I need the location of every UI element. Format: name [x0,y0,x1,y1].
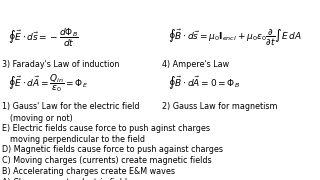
Text: 3) Faraday's Law of induction: 3) Faraday's Law of induction [2,60,119,69]
Text: 1) Gauss' Law for the electric field: 1) Gauss' Law for the electric field [2,102,140,111]
Text: B) Accelerating charges create E&M waves: B) Accelerating charges create E&M waves [2,167,175,176]
Text: $\oint \vec{B} \cdot d\vec{s} = \mu_0 \mathbf{I}_{encl} + \mu_0\varepsilon_0\dfr: $\oint \vec{B} \cdot d\vec{s} = \mu_0 \m… [168,28,302,48]
Text: 2) Gauss Law for magnetism: 2) Gauss Law for magnetism [162,102,277,111]
Text: moving perpendicular to the field: moving perpendicular to the field [10,135,145,144]
Text: (moving or not): (moving or not) [10,114,73,123]
Text: $\oint \vec{B} \cdot d\vec{A} = 0 = \Phi_B$: $\oint \vec{B} \cdot d\vec{A} = 0 = \Phi… [168,75,240,91]
Text: A) Charges create electric fields: A) Charges create electric fields [2,178,131,180]
Text: C) Moving charges (currents) create magnetic fields: C) Moving charges (currents) create magn… [2,156,212,165]
Text: E) Electric fields cause force to push aginst charges: E) Electric fields cause force to push a… [2,124,210,133]
Text: 4) Ampere's Law: 4) Ampere's Law [162,60,229,69]
Text: D) Magnetic fields cause force to push against charges: D) Magnetic fields cause force to push a… [2,145,223,154]
Text: $\oint \vec{E} \cdot d\vec{s} = -\dfrac{d\Phi_B}{dt}$: $\oint \vec{E} \cdot d\vec{s} = -\dfrac{… [8,27,79,49]
Text: $\oint \vec{E} \cdot d\vec{A} = \dfrac{Q_{in}}{\varepsilon_0} = \Phi_E$: $\oint \vec{E} \cdot d\vec{A} = \dfrac{Q… [8,72,88,94]
